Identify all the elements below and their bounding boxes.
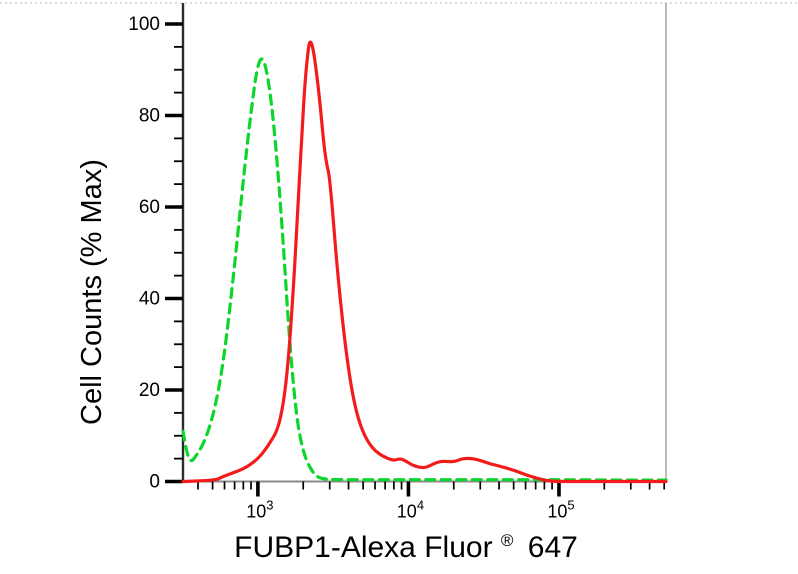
x-axis-tick-label: 104	[397, 498, 424, 522]
registered-trademark-symbol: ®	[501, 531, 514, 550]
y-axis-title: Cell Counts (% Max)	[76, 159, 108, 425]
y-axis-tick-label: 20	[139, 380, 160, 401]
x-axis-title: FUBP1-Alexa Fluor ® 647	[234, 520, 578, 564]
x-axis-title-prefix: FUBP1-Alexa Fluor	[234, 531, 492, 564]
x-axis-title-suffix: 647	[528, 531, 578, 564]
y-axis-tick-label: 100	[128, 14, 160, 35]
curve-green-dashed	[181, 57, 668, 482]
y-axis-tick-label: 60	[139, 197, 160, 218]
x-axis-tick-label: 105	[547, 498, 574, 522]
y-axis-tick-label: 40	[139, 289, 160, 310]
y-axis-tick-label: 0	[149, 472, 160, 493]
x-axis-tick-label: 103	[246, 498, 273, 522]
plot-area: 103 104 105 0 20 40 60 80 100	[128, 3, 668, 522]
y-axis-tick-label: 80	[139, 106, 160, 127]
curve-red-solid	[181, 40, 668, 484]
